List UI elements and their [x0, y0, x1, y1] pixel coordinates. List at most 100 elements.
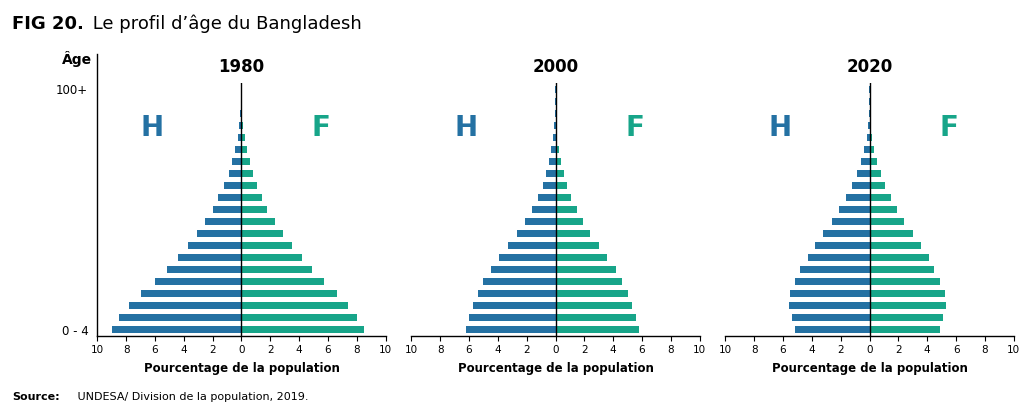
- Bar: [546, 170, 555, 177]
- X-axis label: Pourcentage de la population: Pourcentage de la population: [772, 362, 968, 375]
- Bar: [242, 134, 245, 141]
- Bar: [869, 182, 886, 189]
- Bar: [242, 242, 292, 249]
- Bar: [240, 122, 242, 129]
- Bar: [869, 146, 874, 153]
- Bar: [242, 194, 262, 201]
- Bar: [857, 170, 869, 177]
- Bar: [795, 278, 869, 285]
- Bar: [555, 242, 599, 249]
- Bar: [213, 206, 242, 213]
- Bar: [555, 194, 571, 201]
- Text: F: F: [311, 114, 331, 142]
- Bar: [791, 290, 869, 297]
- Bar: [232, 158, 242, 165]
- Bar: [242, 182, 257, 189]
- Bar: [869, 302, 946, 309]
- Bar: [555, 266, 616, 273]
- Bar: [815, 242, 869, 249]
- Bar: [861, 158, 869, 165]
- Bar: [869, 314, 943, 321]
- Bar: [466, 326, 555, 333]
- Bar: [555, 230, 590, 237]
- Bar: [555, 158, 561, 165]
- Bar: [555, 278, 622, 285]
- Bar: [112, 326, 242, 333]
- Text: F: F: [939, 114, 958, 142]
- Bar: [228, 170, 242, 177]
- Bar: [847, 194, 869, 201]
- Bar: [508, 242, 555, 249]
- Bar: [155, 278, 242, 285]
- Title: 2020: 2020: [847, 58, 893, 76]
- Bar: [555, 254, 607, 261]
- Bar: [525, 218, 555, 225]
- Bar: [242, 278, 324, 285]
- Bar: [869, 170, 881, 177]
- Bar: [532, 206, 555, 213]
- Bar: [242, 314, 357, 321]
- Bar: [242, 122, 244, 129]
- Text: FIG 20.: FIG 20.: [12, 15, 84, 33]
- Bar: [555, 302, 632, 309]
- Bar: [500, 254, 555, 261]
- Title: 2000: 2000: [532, 58, 579, 76]
- Bar: [869, 278, 940, 285]
- Bar: [823, 230, 869, 237]
- Text: H: H: [455, 114, 477, 142]
- Bar: [242, 254, 302, 261]
- Bar: [555, 218, 583, 225]
- Bar: [554, 122, 555, 129]
- Bar: [869, 290, 944, 297]
- X-axis label: Pourcentage de la population: Pourcentage de la population: [143, 362, 339, 375]
- Bar: [869, 242, 922, 249]
- Bar: [555, 326, 639, 333]
- Bar: [242, 158, 250, 165]
- Bar: [866, 134, 869, 141]
- Text: Source:: Source:: [12, 392, 60, 402]
- Bar: [553, 134, 555, 141]
- Bar: [840, 206, 869, 213]
- Bar: [555, 314, 636, 321]
- Bar: [869, 194, 891, 201]
- Text: UNDESA/ Division de la population, 2019.: UNDESA/ Division de la population, 2019.: [74, 392, 308, 402]
- Bar: [197, 230, 242, 237]
- Bar: [869, 134, 872, 141]
- Bar: [869, 254, 929, 261]
- Bar: [555, 170, 564, 177]
- Bar: [555, 146, 559, 153]
- Bar: [242, 206, 267, 213]
- Bar: [242, 170, 253, 177]
- Bar: [852, 182, 869, 189]
- Text: H: H: [769, 114, 792, 142]
- Bar: [178, 254, 242, 261]
- Bar: [242, 326, 365, 333]
- X-axis label: Pourcentage de la population: Pourcentage de la population: [458, 362, 653, 375]
- Bar: [868, 122, 869, 129]
- Bar: [483, 278, 555, 285]
- Bar: [869, 158, 878, 165]
- Bar: [788, 302, 869, 309]
- Bar: [140, 290, 242, 297]
- Bar: [792, 314, 869, 321]
- Bar: [555, 182, 567, 189]
- Bar: [539, 194, 555, 201]
- Bar: [543, 182, 555, 189]
- Bar: [808, 254, 869, 261]
- Bar: [242, 290, 337, 297]
- Bar: [242, 218, 274, 225]
- Bar: [242, 230, 284, 237]
- Bar: [242, 302, 348, 309]
- Bar: [242, 266, 312, 273]
- Bar: [490, 266, 555, 273]
- Bar: [469, 314, 555, 321]
- Bar: [516, 230, 555, 237]
- Bar: [869, 122, 870, 129]
- Bar: [129, 302, 242, 309]
- Bar: [242, 146, 247, 153]
- Bar: [555, 290, 628, 297]
- Title: 1980: 1980: [218, 58, 264, 76]
- Bar: [224, 182, 242, 189]
- Bar: [473, 302, 555, 309]
- Bar: [833, 218, 869, 225]
